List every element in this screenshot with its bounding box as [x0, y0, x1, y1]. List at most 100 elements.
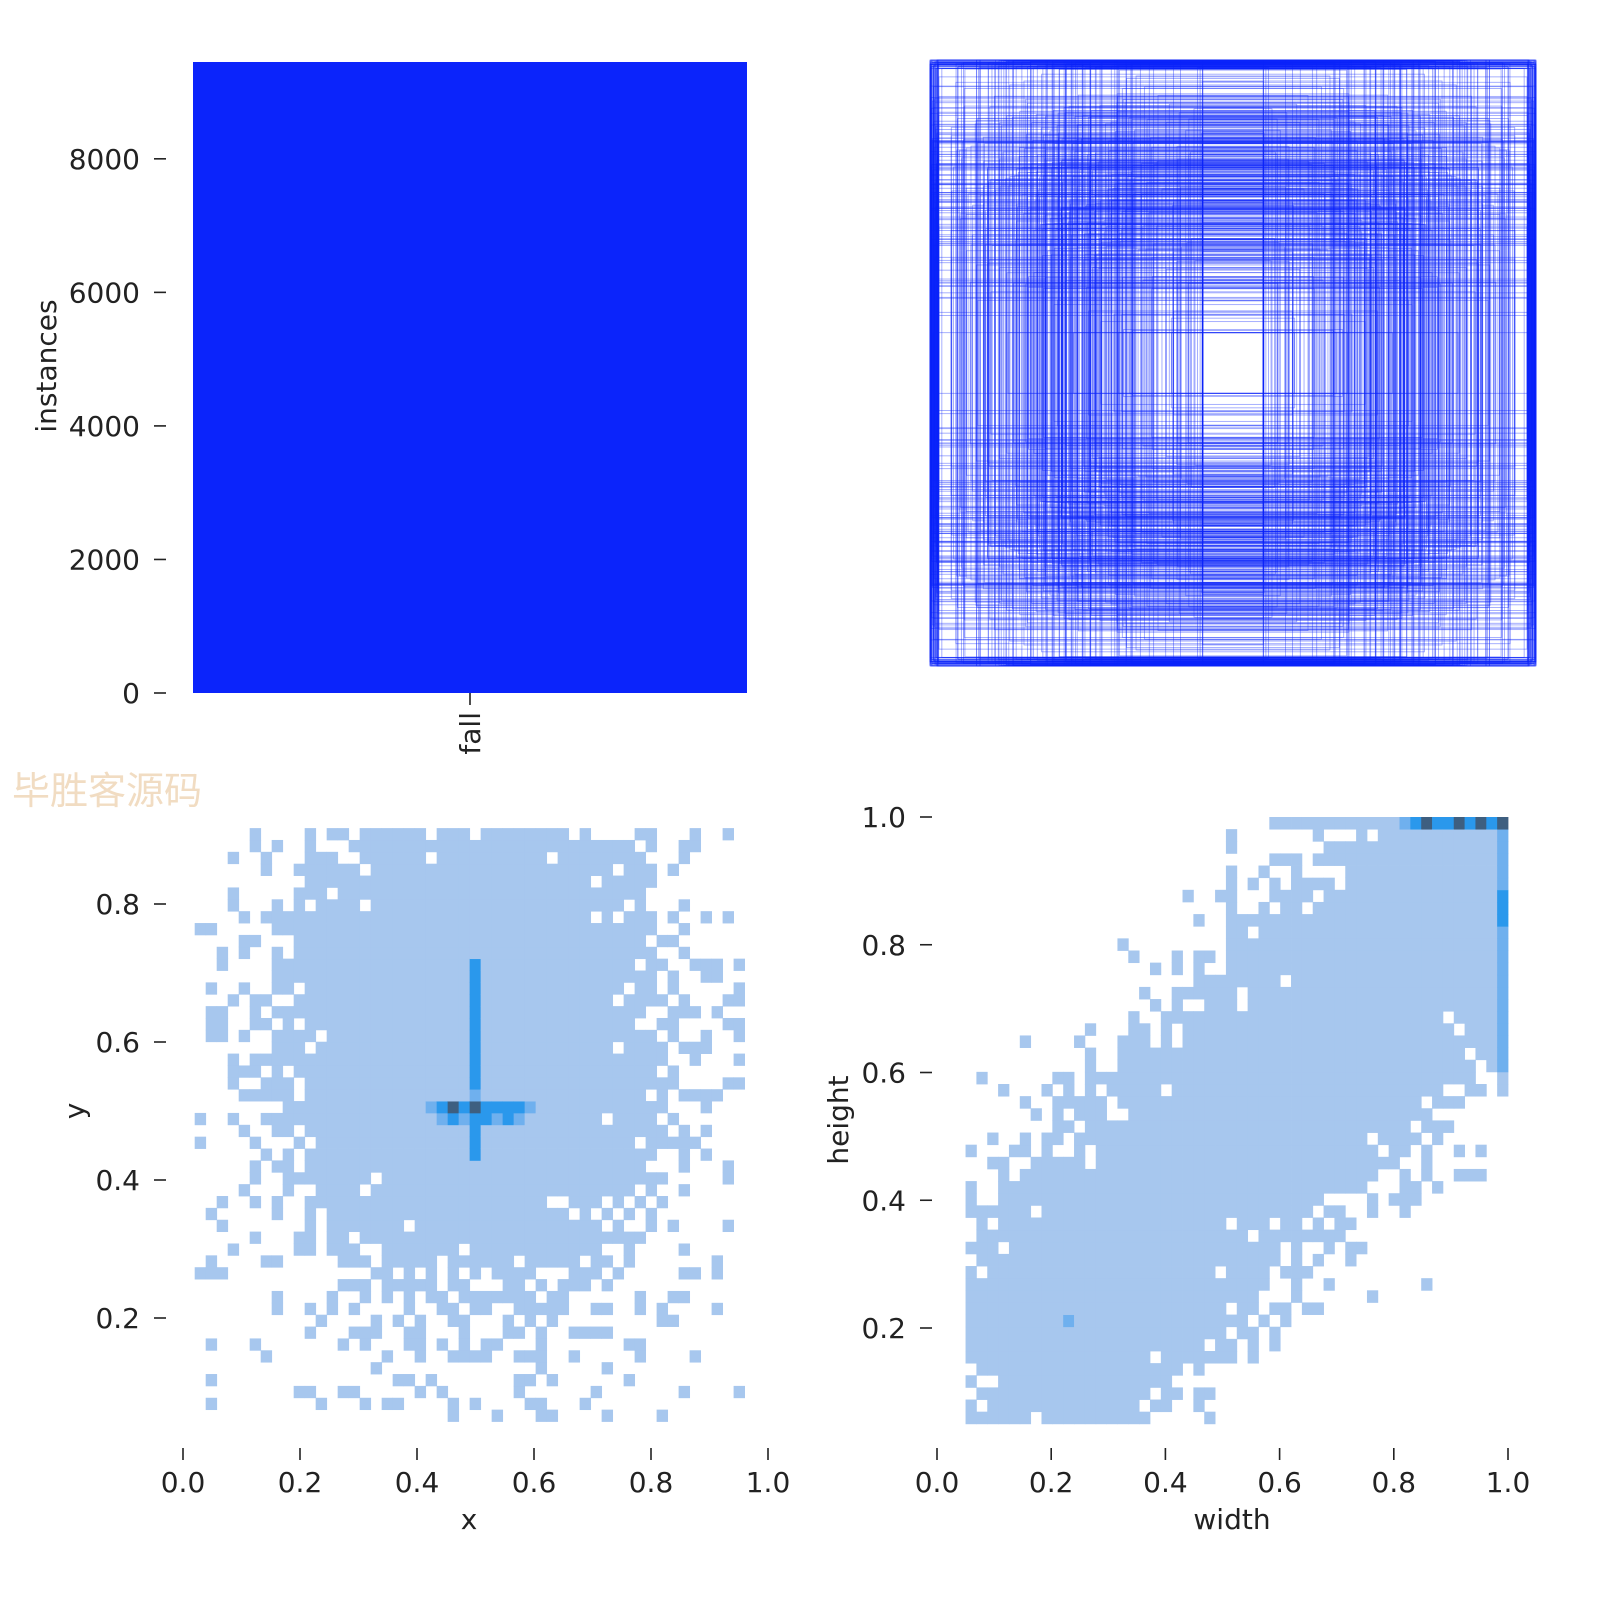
- xy-hist-cell: [216, 1029, 229, 1043]
- wh-hist-cell: [1291, 1241, 1303, 1255]
- wh-hist-cell: [1269, 1253, 1281, 1267]
- xy-hist-cell: [293, 1101, 306, 1114]
- wh-hist-cell: [1052, 1156, 1064, 1170]
- wh-hist-cell: [1225, 901, 1238, 915]
- xy-hist-cell: [469, 1029, 482, 1043]
- bounding-box: [1108, 199, 1358, 527]
- wh-hist-cell: [1464, 1011, 1476, 1024]
- xy-hist-cell: [249, 1065, 262, 1078]
- wh-hist-cell: [1204, 1181, 1216, 1194]
- bounding-box: [950, 126, 1516, 600]
- bounding-box: [930, 208, 1536, 518]
- xy-hist-cell: [513, 1350, 526, 1363]
- xy-hist-cell: [337, 1053, 350, 1066]
- xy-hist-cell: [370, 1184, 383, 1197]
- xy-hist-cell: [458, 923, 471, 936]
- instances-y-tick-label: 6000: [69, 276, 140, 309]
- wh-hist-cell: [1225, 1096, 1238, 1109]
- wh-hist-cell: [1269, 1229, 1281, 1243]
- wh-hist-cell: [1356, 817, 1368, 830]
- xy-hist-cell: [425, 958, 438, 971]
- wh-hist-cell: [1171, 1144, 1183, 1158]
- xy-hist-cell: [722, 994, 735, 1007]
- wh-hist-cell: [1139, 1035, 1151, 1048]
- wh-hist-cell: [1149, 1181, 1162, 1194]
- wh-hist-cell: [1019, 1181, 1032, 1194]
- xy-hist-cell: [403, 1029, 416, 1043]
- bounding-box: [930, 194, 1536, 532]
- xy-hist-cell: [513, 1029, 526, 1043]
- wh-hist-cell: [1128, 1302, 1140, 1315]
- xy-hist-cell: [645, 1172, 658, 1185]
- xy-hist-cell: [579, 994, 592, 1007]
- xy-hist-cell: [425, 923, 438, 936]
- xy-hist-cell: [304, 1160, 317, 1173]
- wh-hist-cell: [1149, 1193, 1162, 1206]
- xy-hist-cell: [480, 851, 493, 865]
- wh-hist-cell: [1323, 1096, 1335, 1109]
- xy-hist-cell: [601, 899, 614, 912]
- wh-hist-cell: [1345, 865, 1357, 879]
- wh-hist-cell: [1421, 853, 1433, 866]
- wh-hist-cell: [1334, 1047, 1346, 1061]
- wh-hist-cell: [1074, 1241, 1086, 1255]
- xy-hist-cell: [557, 1219, 570, 1233]
- wh-hist-cell: [1084, 1168, 1097, 1182]
- xy-hist-cell: [447, 1112, 460, 1126]
- bounding-box: [1118, 64, 1348, 662]
- wh-hist-cell: [1225, 865, 1238, 879]
- wh-hist-cell: [1117, 1387, 1129, 1400]
- wh-hist-cell: [1193, 1059, 1205, 1073]
- wh-hist-cell: [1052, 1253, 1064, 1267]
- wh-hist-cell: [1095, 1217, 1107, 1231]
- wh-hist-cell: [1008, 1302, 1021, 1315]
- bounding-box: [1177, 158, 1289, 568]
- wh-hist-cell: [1464, 986, 1476, 1000]
- wh-hist-cell: [1204, 1047, 1216, 1061]
- wh-hist-cell: [1258, 950, 1270, 964]
- wh-hist-cell: [1182, 1350, 1194, 1364]
- xy-hist-cell: [656, 994, 669, 1007]
- xy-hist-cell: [722, 1172, 735, 1185]
- wh-hist-cell: [1149, 1241, 1162, 1255]
- wh-hist-cell: [1128, 1290, 1140, 1303]
- wh-hist-cell: [1356, 1168, 1368, 1182]
- wh-hist-cell: [1323, 877, 1335, 891]
- xy-hist-cell: [337, 1029, 350, 1043]
- xy-hist-cell: [557, 887, 570, 900]
- bounding-box: [975, 119, 1491, 607]
- xy-hist-cell: [480, 1290, 493, 1304]
- wh-hist-cell: [1334, 1229, 1346, 1243]
- wh-hist-cell: [1247, 1059, 1259, 1073]
- xy-hist-cell: [645, 1065, 658, 1078]
- wh-hist-cell: [1475, 889, 1487, 903]
- bounding-box: [934, 63, 1532, 663]
- wh-hist-cell: [1215, 1302, 1227, 1315]
- bounding-box: [930, 235, 1536, 491]
- xy-hist-cell: [722, 1017, 735, 1031]
- bounding-box: [1027, 286, 1439, 440]
- bounding-box: [931, 238, 1535, 488]
- xy-hist-cell: [282, 970, 295, 983]
- wh-hist-cell: [1160, 1144, 1173, 1158]
- xy-hist-cell: [348, 1243, 361, 1256]
- xy-hist-cell: [436, 1385, 449, 1399]
- bounding-box: [934, 256, 1532, 470]
- xy-hist-cell: [282, 1101, 295, 1114]
- wh-hist-cell: [1063, 1411, 1075, 1425]
- wh-hist-cell: [1291, 1108, 1303, 1121]
- wh-hist-cell: [1117, 1278, 1129, 1291]
- wh-hist-cell: [1291, 914, 1303, 927]
- xy-hist-cell: [535, 1124, 548, 1138]
- xy-hist-cell: [403, 1243, 416, 1256]
- xy-hist-cell: [271, 970, 284, 983]
- bounding-box: [1188, 118, 1278, 608]
- xy-hist-cell: [337, 958, 350, 971]
- bounding-box: [1131, 61, 1335, 665]
- bounding-box: [1153, 163, 1313, 563]
- wh-hist-cell: [1193, 1253, 1205, 1267]
- bounding-box: [1202, 166, 1264, 560]
- bounding-box: [1089, 258, 1377, 468]
- wh-hist-cell: [1399, 1108, 1411, 1121]
- xy-hist-cell: [447, 1053, 460, 1066]
